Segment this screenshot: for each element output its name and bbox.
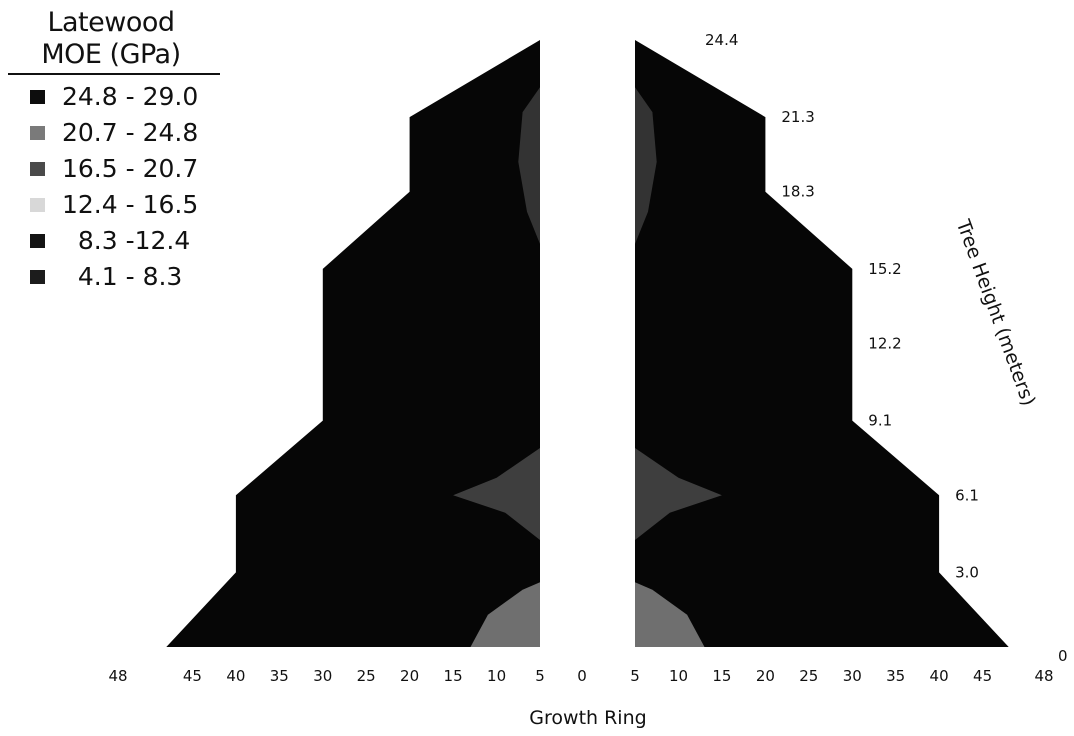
y-tick-label: 18.3 [781,183,814,201]
legend-label: 8.3 -12.4 [62,226,191,255]
x-axis-ticks: 48 45 40 35 30 25 20 15 10 5 0 5 10 15 20 25 30 35 40 45 48 [108,667,1053,685]
x-tick-label-left: 35 [270,667,289,685]
x-tick-label-right: 35 [886,667,905,685]
left-moe-zone-3 [518,87,540,244]
legend-swatch [30,162,45,176]
x-tick-label-left: 5 [535,667,545,685]
left-moe-zone-2 [453,448,540,540]
legend-swatch [30,234,45,248]
left-moe-zone-1 [470,582,540,647]
y-tick-label: 15.2 [868,260,901,278]
y-tick-label: 0 [1058,647,1068,665]
right-half-plot [635,40,1009,647]
y-axis-title: Tree Height (meters) [951,216,1039,409]
x-tick-label-right: 20 [756,667,775,685]
legend-swatch [30,270,45,284]
y-tick-label: 3.0 [955,563,979,581]
legend-swatch [30,126,45,140]
legend: Latewood MOE (GPa) 24.8 - 29.0 20.7 - 24.… [0,0,230,291]
x-tick-label-left: 15 [444,667,463,685]
right-moe-zone-1 [635,582,705,647]
x-tick-label-right: 5 [630,667,640,685]
x-tick-label-left: 25 [357,667,376,685]
legend-title-line2: MOE (GPa) [41,39,181,70]
x-tick-label-right: 48 [1034,667,1053,685]
legend-label: 12.4 - 16.5 [62,190,199,219]
legend-label: 24.8 - 29.0 [62,82,199,111]
y-tick-label: 9.1 [868,412,892,430]
legend-divider [8,73,220,75]
legend-entry: 12.4 - 16.5 [20,188,225,222]
x-tick-label-right: 40 [930,667,949,685]
legend-entry: 20.7 - 24.8 [20,116,225,150]
x-tick-label-right: 10 [669,667,688,685]
y-tick-label: 24.4 [705,31,738,49]
right-moe-zone-2 [635,448,722,540]
legend-entry: 8.3 -12.4 [20,224,225,258]
right-stem-profile [635,40,1009,647]
right-moe-zone-3 [635,87,657,244]
x-tick-label-right: 15 [712,667,731,685]
x-tick-label-left: 40 [226,667,245,685]
legend-entry: 24.8 - 29.0 [20,80,225,114]
left-stem-profile [166,40,541,647]
legend-label: 16.5 - 20.7 [62,154,199,183]
x-tick-label-left: 48 [108,667,127,685]
x-tick-label-left: 20 [400,667,419,685]
legend-label: 4.1 - 8.3 [62,262,183,291]
legend-swatch [30,90,45,104]
legend-title-line1: Latewood [47,7,175,38]
legend-entry: 4.1 - 8.3 [20,260,225,294]
y-axis-ticks: 0 3.0 6.1 9.1 12.2 15.2 18.3 21.3 24.4 [705,31,1068,665]
y-tick-label: 6.1 [955,486,979,504]
legend-entry: 16.5 - 20.7 [20,152,225,186]
x-tick-label-center: 0 [577,667,587,685]
y-tick-label: 21.3 [781,108,814,126]
x-tick-label-left: 45 [183,667,202,685]
y-tick-label: 12.2 [868,335,901,353]
x-tick-label-right: 45 [973,667,992,685]
x-axis-title: Growth Ring [529,707,646,729]
legend-label: 20.7 - 24.8 [62,118,199,147]
x-tick-label-right: 30 [843,667,862,685]
left-half-plot [166,40,541,647]
legend-swatch [30,198,45,212]
x-tick-label-left: 10 [487,667,506,685]
x-tick-label-right: 25 [799,667,818,685]
x-tick-label-left: 30 [313,667,332,685]
